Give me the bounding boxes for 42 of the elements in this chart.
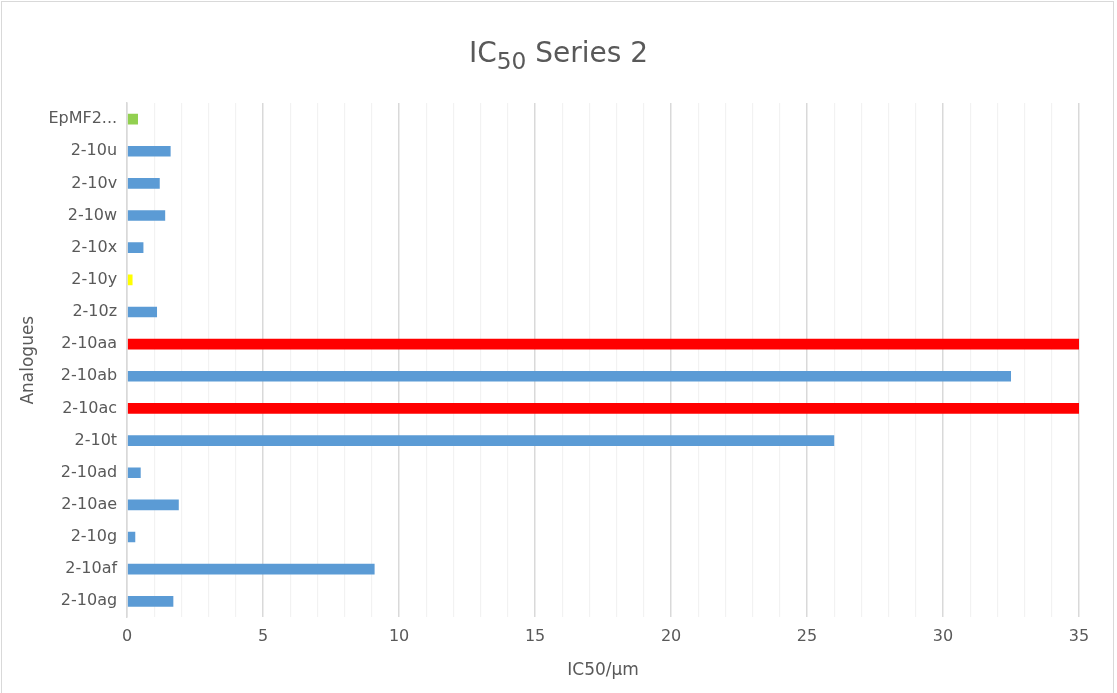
x-tick-label: 25 <box>796 626 818 646</box>
y-tick-label: 2-10ad <box>60 461 118 481</box>
x-tick-label: 0 <box>122 626 133 646</box>
x-tick-label: 10 <box>388 626 410 646</box>
y-tick-label: 2-10z <box>72 301 118 321</box>
x-tick-label: 30 <box>932 626 954 646</box>
y-tick-label: 2-10ag <box>60 590 118 610</box>
chart-title: IC$_{50}$ Series 2 <box>467 36 650 75</box>
bar <box>127 403 1079 414</box>
bar <box>127 113 138 125</box>
x-tick-label: 35 <box>1068 626 1090 646</box>
y-tick-label: 2-10v <box>71 172 118 192</box>
x-tick-label: 5 <box>258 626 269 646</box>
y-tick-label: 2-10x <box>71 236 118 256</box>
bar <box>127 435 835 446</box>
bar <box>127 338 1079 350</box>
y-tick-label: 2-10t <box>74 429 118 449</box>
y-tick-label: 2-10y <box>71 268 118 288</box>
y-tick-label: 2-10ac <box>62 397 118 417</box>
bar <box>127 178 160 189</box>
bar <box>127 145 171 157</box>
x-axis-title: IC50/µm <box>567 659 639 680</box>
bar <box>127 467 141 479</box>
y-tick-label: 2-10ab <box>60 365 118 385</box>
bar <box>127 563 375 575</box>
y-tick-label: 2-10w <box>67 204 118 224</box>
bar <box>127 274 133 286</box>
y-tick-label: EpMF2... <box>48 108 118 128</box>
y-tick-label: 2-10af <box>65 558 118 578</box>
y-tick-label: 2-10g <box>70 526 118 546</box>
y-tick-label: 2-10aa <box>61 333 118 353</box>
bar <box>127 499 179 511</box>
bar <box>127 596 174 607</box>
bar <box>127 242 144 253</box>
x-tick-label: 15 <box>524 626 546 646</box>
y-tick-label: 2-10ae <box>61 494 118 514</box>
y-tick-label: 2-10u <box>70 140 118 160</box>
x-tick-label: 20 <box>660 626 682 646</box>
bar <box>127 210 166 221</box>
bar <box>127 306 158 318</box>
y-axis-title: Analogues <box>16 315 37 405</box>
bar <box>127 370 1012 382</box>
